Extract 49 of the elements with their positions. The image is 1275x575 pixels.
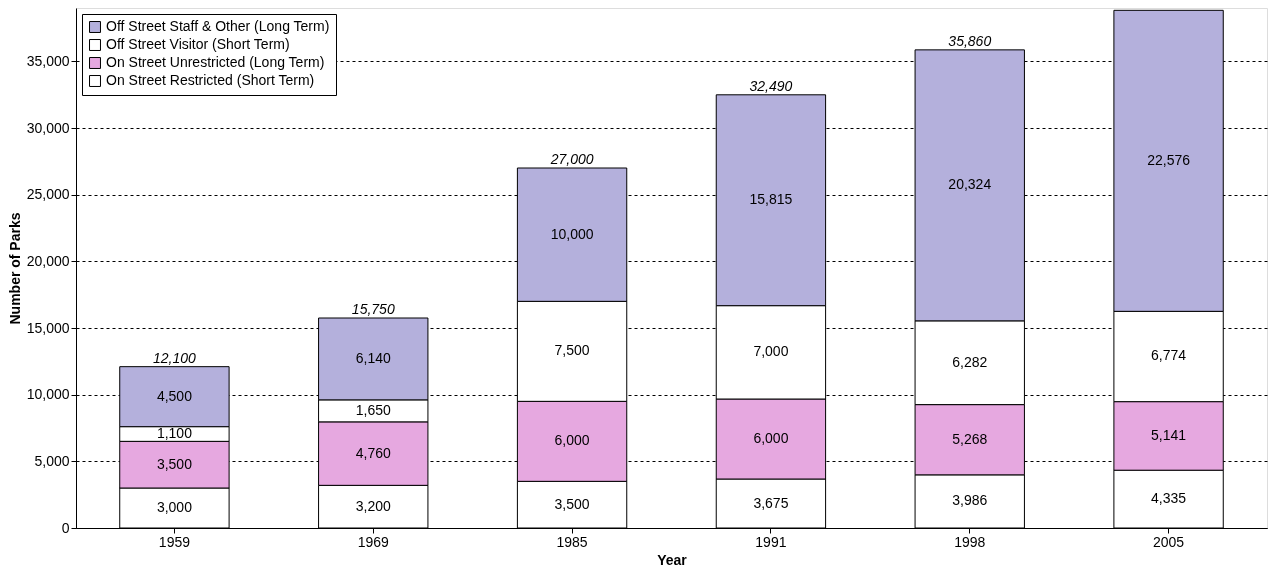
data-label: 20,324 [948,176,992,193]
data-label: 3,000 [156,499,193,515]
x-tick-label: 1969 [357,533,390,550]
data-label: 15,815 [749,191,793,208]
data-label: 7,000 [753,343,789,360]
data-label: 6,774 [1151,347,1187,364]
data-label: 5,268 [952,430,988,447]
y-tick-label: 20,000 [26,252,70,269]
legend-label: On Street Unrestricted (Long Term) [106,54,325,70]
legend-label: Off Street Staff & Other (Long Term) [106,18,330,34]
data-label: 3,675 [753,494,789,511]
data-label: 4,500 [156,387,193,404]
data-label: 3,986 [952,492,988,509]
y-tick-label: 30,000 [26,119,70,136]
data-label: 6,000 [554,432,590,449]
legend-label: Off Street Visitor (Short Term) [106,36,290,52]
data-label: 3,200 [355,497,391,514]
y-tick-label: 25,000 [26,186,70,203]
x-tick-label: 1998 [954,533,986,550]
data-label: 1,100 [156,425,193,441]
total-label: 12,100 [153,349,197,366]
data-label: 10,000 [550,225,594,242]
data-label: 4,335 [1151,490,1187,507]
y-axis-title: Number of Parks [6,212,23,325]
x-tick-label: 1985 [556,533,588,550]
total-label: 15,750 [351,301,395,317]
x-tick-label: 1991 [755,533,787,550]
data-label: 3,500 [156,455,193,472]
y-tick-label: 15,000 [26,319,70,336]
data-label: 7,500 [554,342,590,359]
total-label: 35,860 [948,32,992,49]
total-label: 27,000 [549,151,594,167]
data-label: 6,000 [753,430,789,446]
x-tick-label: 2005 [1153,533,1185,550]
y-tick-label: 10,000 [26,386,70,403]
data-label: 6,282 [952,353,988,370]
y-tick-label: 5,000 [34,452,70,469]
x-axis-title: Year [657,551,688,568]
total-label: 32,490 [749,77,793,94]
data-label: 4,760 [355,444,391,461]
y-tick-label: 35,000 [26,52,70,69]
data-label: 5,141 [1151,426,1187,443]
data-label: 1,650 [355,401,391,418]
data-label: 3,500 [554,495,590,512]
x-tick-label: 1959 [158,533,191,550]
data-label: 6,140 [355,349,391,366]
y-tick-label: 0 [61,519,70,536]
data-label: 22,576 [1147,151,1191,168]
legend-label: On Street Restricted (Short Term) [106,72,315,88]
